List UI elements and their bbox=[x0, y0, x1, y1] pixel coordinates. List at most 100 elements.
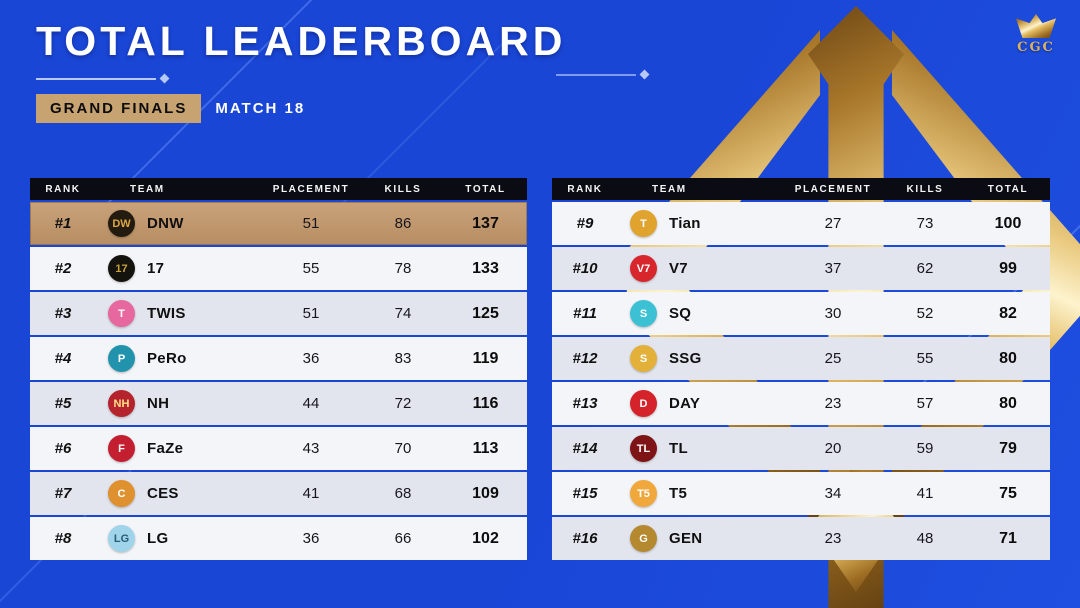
table-row: #12 S SSG 25 55 80 bbox=[552, 337, 1050, 380]
kills-cell: 41 bbox=[916, 485, 934, 502]
placement-cell: 55 bbox=[302, 260, 320, 277]
team-cell: G GEN bbox=[618, 525, 782, 552]
team-name: NH bbox=[147, 395, 170, 412]
kills-cell: 86 bbox=[394, 215, 412, 232]
placement-cell: 30 bbox=[824, 305, 842, 322]
team-name: DAY bbox=[669, 395, 701, 412]
total-cell: 80 bbox=[999, 349, 1017, 367]
rank-cell: #15 bbox=[572, 485, 598, 502]
team-logo-icon: D bbox=[630, 390, 657, 417]
table-body-left: #1 DW DNW 51 86 137 #2 17 17 55 78 133 #3 T TWIS 51 74 12… bbox=[30, 202, 527, 560]
kills-cell: 72 bbox=[394, 395, 412, 412]
table-row: #6 F FaZe 43 70 113 bbox=[30, 427, 527, 470]
column-header-total: TOTAL bbox=[465, 183, 506, 195]
total-cell: 119 bbox=[472, 349, 499, 367]
placement-cell: 51 bbox=[302, 305, 320, 322]
rank-cell: #10 bbox=[572, 260, 598, 277]
rank-cell: #4 bbox=[54, 350, 72, 367]
placement-cell: 25 bbox=[824, 350, 842, 367]
total-cell: 100 bbox=[994, 214, 1022, 232]
total-cell: 133 bbox=[472, 259, 499, 277]
rank-cell: #12 bbox=[572, 350, 598, 367]
team-name: V7 bbox=[669, 260, 688, 277]
column-header-rank: RANK bbox=[567, 183, 603, 195]
rank-cell: #8 bbox=[54, 530, 72, 547]
team-cell: LG LG bbox=[96, 525, 260, 552]
rank-cell: #3 bbox=[54, 305, 72, 322]
placement-cell: 43 bbox=[302, 440, 320, 457]
table-header: RANK TEAM PLACEMENT KILLS TOTAL bbox=[552, 178, 1050, 200]
total-cell: 71 bbox=[999, 529, 1017, 547]
column-header-rank: RANK bbox=[45, 183, 81, 195]
kills-cell: 74 bbox=[394, 305, 412, 322]
match-label: MATCH 18 bbox=[215, 100, 306, 117]
rank-cell: #5 bbox=[54, 395, 72, 412]
placement-cell: 34 bbox=[824, 485, 842, 502]
total-cell: 125 bbox=[472, 304, 499, 322]
team-name: SQ bbox=[669, 305, 692, 322]
cgc-brand-text: CGC bbox=[1017, 40, 1055, 55]
team-logo-icon: TL bbox=[630, 435, 657, 462]
table-row: #3 T TWIS 51 74 125 bbox=[30, 292, 527, 335]
column-header-kills: KILLS bbox=[906, 183, 944, 195]
stage-badge: GRAND FINALS bbox=[36, 94, 202, 123]
column-header-placement: PLACEMENT bbox=[794, 183, 872, 195]
kills-cell: 78 bbox=[394, 260, 412, 277]
total-cell: 102 bbox=[472, 529, 499, 547]
team-logo-icon: 17 bbox=[108, 255, 135, 282]
placement-cell: 36 bbox=[302, 350, 320, 367]
total-cell: 82 bbox=[999, 304, 1017, 322]
team-logo-icon: T bbox=[630, 210, 657, 237]
kills-cell: 83 bbox=[394, 350, 412, 367]
team-logo-icon: P bbox=[108, 345, 135, 372]
total-cell: 99 bbox=[999, 259, 1017, 277]
table-header: RANK TEAM PLACEMENT KILLS TOTAL bbox=[30, 178, 527, 200]
kills-cell: 52 bbox=[916, 305, 934, 322]
placement-cell: 44 bbox=[302, 395, 320, 412]
table-body-right: #9 T Tian 27 73 100 #10 V7 V7 37 62 99 #11 S SQ 30 52 82 #… bbox=[552, 202, 1050, 560]
total-cell: 137 bbox=[472, 214, 499, 232]
team-cell: T Tian bbox=[618, 210, 782, 237]
team-cell: T TWIS bbox=[96, 300, 260, 327]
kills-cell: 55 bbox=[916, 350, 934, 367]
team-cell: C CES bbox=[96, 480, 260, 507]
team-name: 17 bbox=[147, 260, 165, 277]
placement-cell: 23 bbox=[824, 395, 842, 412]
team-name: DNW bbox=[147, 215, 184, 232]
leaderboard-table-left: RANK TEAM PLACEMENT KILLS TOTAL #1 DW DNW 5… bbox=[30, 178, 527, 560]
team-logo-icon: F bbox=[108, 435, 135, 462]
placement-cell: 20 bbox=[824, 440, 842, 457]
decor-line-right bbox=[556, 74, 636, 76]
team-cell: S SQ bbox=[618, 300, 782, 327]
placement-cell: 37 bbox=[824, 260, 842, 277]
total-cell: 109 bbox=[472, 484, 499, 502]
rank-cell: #13 bbox=[572, 395, 598, 412]
rank-cell: #6 bbox=[54, 440, 72, 457]
placement-cell: 51 bbox=[302, 215, 320, 232]
team-logo-icon: T bbox=[108, 300, 135, 327]
team-logo-icon: V7 bbox=[630, 255, 657, 282]
team-cell: DW DNW bbox=[96, 210, 260, 237]
kills-cell: 66 bbox=[394, 530, 412, 547]
team-name: TWIS bbox=[147, 305, 186, 322]
table-row: #1 DW DNW 51 86 137 bbox=[30, 202, 527, 245]
kills-cell: 68 bbox=[394, 485, 412, 502]
table-row: #14 TL TL 20 59 79 bbox=[552, 427, 1050, 470]
total-cell: 113 bbox=[472, 439, 499, 457]
team-cell: V7 V7 bbox=[618, 255, 782, 282]
team-name: SSG bbox=[669, 350, 702, 367]
placement-cell: 27 bbox=[824, 215, 842, 232]
team-logo-icon: NH bbox=[108, 390, 135, 417]
team-cell: NH NH bbox=[96, 390, 260, 417]
table-row: #5 NH NH 44 72 116 bbox=[30, 382, 527, 425]
team-logo-icon: G bbox=[630, 525, 657, 552]
team-cell: P PeRo bbox=[96, 345, 260, 372]
table-row: #2 17 17 55 78 133 bbox=[30, 247, 527, 290]
team-cell: TL TL bbox=[618, 435, 782, 462]
rank-cell: #16 bbox=[572, 530, 598, 547]
team-logo-icon: S bbox=[630, 300, 657, 327]
kills-cell: 70 bbox=[394, 440, 412, 457]
team-name: CES bbox=[147, 485, 179, 502]
column-header-team: TEAM bbox=[130, 183, 165, 195]
